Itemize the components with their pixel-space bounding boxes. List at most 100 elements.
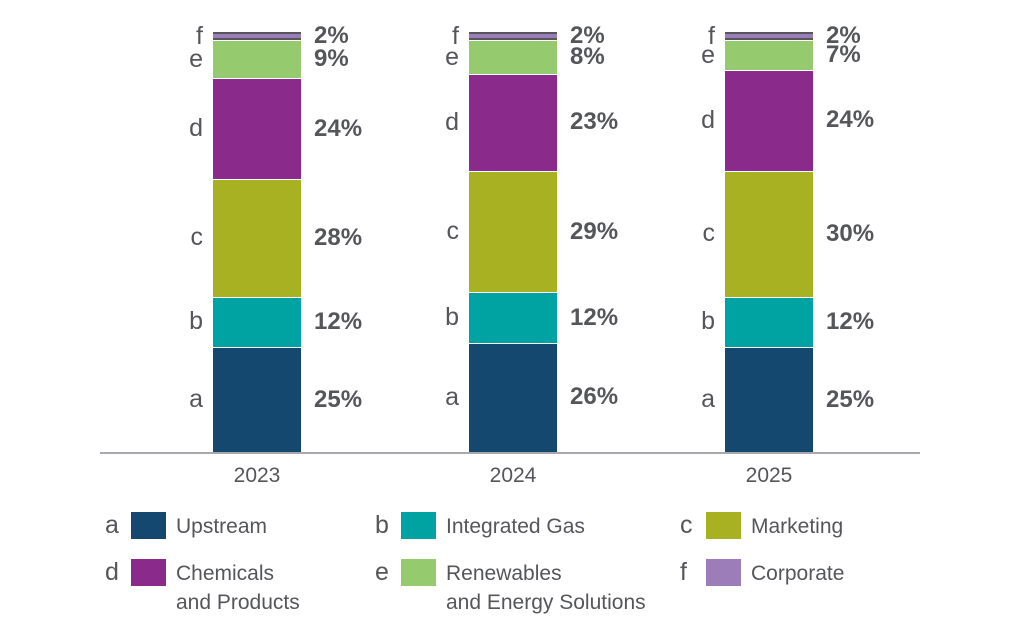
bar-segment-d-2025 xyxy=(725,69,813,171)
segment-letter-d-2023: d xyxy=(189,114,203,143)
x-axis-tick-2023: 2023 xyxy=(163,464,401,488)
x-axis-labels: 2023 2024 2025 xyxy=(0,464,1022,488)
legend-letter-f: f xyxy=(680,558,687,587)
segment-value-c-2025: 30% xyxy=(826,219,875,247)
segment-value-d-2023: 24% xyxy=(314,114,363,142)
legend-item-c: c Marketing xyxy=(680,512,1022,541)
bar-segment-c-2025 xyxy=(725,170,813,297)
bar-stack-2024 xyxy=(469,32,557,452)
legend-item-a: a Upstream xyxy=(105,512,375,541)
segment-letter-a-2024: a xyxy=(445,382,459,411)
bars-row: a b c d e f 25% 12% 28% 24% 9% 2% a b c d e f 26% 12% 29% 23%… xyxy=(163,21,913,452)
segment-value-a-2023: 25% xyxy=(314,385,363,413)
segment-value-c-2024: 29% xyxy=(570,217,619,245)
bar-segment-a-2025 xyxy=(725,347,813,452)
legend-label-b: Integrated Gas xyxy=(446,515,585,538)
segment-value-b-2025: 12% xyxy=(826,307,875,335)
legend: a Upstream b Integrated Gas c Marketing d Chemi… xyxy=(0,512,1022,617)
segment-value-a-2025: 25% xyxy=(826,385,875,413)
bar-stack-2025 xyxy=(725,32,813,452)
segment-value-c-2023: 28% xyxy=(314,223,363,251)
segment-letter-b-2024: b xyxy=(445,303,459,332)
x-axis-tick-2024: 2024 xyxy=(419,464,657,488)
bar-segment-a-2023 xyxy=(213,347,301,452)
segment-value-f-2023: 2% xyxy=(314,22,349,50)
segment-letter-e-2024: e xyxy=(445,42,459,71)
bar-group-2025: a b c d e f 25% 12% 30% 24% 7% 2% xyxy=(675,21,913,452)
legend-label-e: Renewables and Energy Solutions xyxy=(446,562,646,614)
segment-value-e-2023: 9% xyxy=(314,45,349,73)
segment-letter-b-2025: b xyxy=(701,307,715,336)
segment-value-e-2024: 8% xyxy=(570,43,605,71)
legend-swatch-c xyxy=(706,512,741,539)
segment-letter-c-2023: c xyxy=(190,223,204,252)
segment-value-a-2024: 26% xyxy=(570,383,619,411)
legend-item-f: f Corporate xyxy=(680,559,1022,617)
year-label: 2024 xyxy=(489,464,537,487)
segment-value-d-2025: 24% xyxy=(826,106,875,134)
bar-segment-b-2024 xyxy=(469,292,557,343)
legend-swatch-e xyxy=(401,559,436,587)
segment-letter-d-2024: d xyxy=(445,107,459,136)
legend-swatch-b xyxy=(401,512,436,539)
segment-value-d-2024: 23% xyxy=(570,108,619,136)
segment-letter-f-2023: f xyxy=(196,21,203,50)
legend-letter-c: c xyxy=(680,511,693,539)
segment-values-2023: 25% 12% 28% 24% 9% 2% xyxy=(301,22,401,452)
legend-swatch-f xyxy=(706,559,741,587)
segment-letter-e-2023: e xyxy=(189,44,203,73)
legend-swatch-a xyxy=(131,512,166,539)
bar-segment-f-2023 xyxy=(213,32,301,41)
bar-segment-b-2023 xyxy=(213,296,301,347)
legend-label-f: Corporate xyxy=(751,562,845,586)
legend-label-d: Chemicals and Products xyxy=(176,562,300,614)
legend-letter-a: a xyxy=(105,511,119,539)
legend-swatch-d xyxy=(131,559,166,587)
legend-item-d: d Chemicals and Products xyxy=(105,559,375,617)
bar-segment-a-2024 xyxy=(469,342,557,452)
segment-value-b-2023: 12% xyxy=(314,307,363,335)
bar-segment-f-2025 xyxy=(725,32,813,41)
bar-segment-f-2024 xyxy=(469,32,557,41)
segment-letter-a-2025: a xyxy=(701,385,715,413)
segment-letter-f-2025: f xyxy=(708,21,715,50)
segment-value-b-2024: 12% xyxy=(570,303,619,331)
bar-segment-e-2024 xyxy=(469,40,557,75)
bar-segment-d-2024 xyxy=(469,74,557,171)
segment-letter-c-2025: c xyxy=(702,219,716,248)
segment-letter-c-2024: c xyxy=(446,217,460,246)
segment-letter-b-2023: b xyxy=(189,307,203,336)
bar-group-2023: a b c d e f 25% 12% 28% 24% 9% 2% xyxy=(163,21,401,452)
legend-letter-e: e xyxy=(375,558,389,587)
x-axis-tick-2025: 2025 xyxy=(675,464,913,488)
legend-letter-b: b xyxy=(375,511,389,539)
bar-segment-e-2023 xyxy=(213,40,301,79)
x-axis-line xyxy=(100,452,920,454)
segment-values-2025: 25% 12% 30% 24% 7% 2% xyxy=(813,22,913,452)
bar-stack-2023 xyxy=(213,32,301,452)
segment-letter-a-2023: a xyxy=(189,385,203,413)
legend-label-c: Marketing xyxy=(751,515,844,538)
segment-value-e-2025: 7% xyxy=(826,41,861,69)
bar-segment-e-2025 xyxy=(725,40,813,70)
legend-item-e: e Renewables and Energy Solutions xyxy=(375,559,680,617)
bar-segment-d-2023 xyxy=(213,78,301,180)
segment-letter-e-2025: e xyxy=(701,40,715,69)
legend-item-b: b Integrated Gas xyxy=(375,512,680,541)
segment-value-f-2024: 2% xyxy=(570,22,605,50)
bar-segment-c-2023 xyxy=(213,179,301,297)
legend-letter-d: d xyxy=(105,558,119,587)
legend-label-a: Upstream xyxy=(176,515,268,538)
year-label: 2023 xyxy=(233,464,281,487)
segment-value-f-2025: 2% xyxy=(826,22,861,50)
year-label: 2025 xyxy=(745,464,793,487)
bar-segment-b-2025 xyxy=(725,296,813,347)
bar-group-2024: a b c d e f 26% 12% 29% 23% 8% 2% xyxy=(419,22,657,452)
segment-letter-d-2025: d xyxy=(701,105,715,134)
segment-values-2024: 26% 12% 29% 23% 8% 2% xyxy=(557,22,657,452)
bar-segment-c-2024 xyxy=(469,170,557,293)
